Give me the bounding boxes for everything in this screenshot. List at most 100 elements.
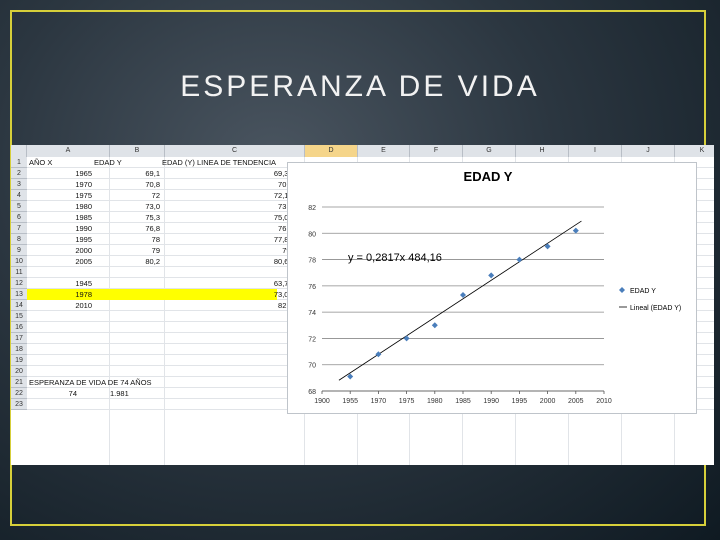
x-tick-label: 2005: [568, 398, 584, 405]
row-header-7[interactable]: 7: [11, 223, 27, 234]
legend-label-trend: Lineal (EDAD Y): [630, 305, 681, 312]
row-header-9[interactable]: 9: [11, 245, 27, 256]
cell-trend[interactable]: 77,8315: [165, 234, 301, 245]
note-text[interactable]: ESPERANZA DE VIDA DE 74 AÑOS: [29, 378, 152, 387]
header-age[interactable]: EDAD Y: [94, 158, 122, 167]
x-tick-label: 1995: [512, 398, 528, 405]
row-header-20[interactable]: 20: [11, 366, 27, 377]
data-point: [516, 256, 523, 263]
cell-trend[interactable]: 63,7465: [165, 278, 301, 289]
column-header-b[interactable]: B: [110, 145, 165, 157]
row-header-18[interactable]: 18: [11, 344, 27, 355]
cell-trend[interactable]: 73,606: [165, 201, 301, 212]
y-tick-label: 80: [308, 231, 316, 238]
cell-age[interactable]: 79: [151, 246, 160, 255]
row-header-23[interactable]: 23: [11, 399, 27, 410]
x-tick-label: 1990: [483, 398, 499, 405]
cell-trend[interactable]: 75,0145: [165, 212, 301, 223]
x-tick-label: 1970: [371, 398, 387, 405]
note-value-age[interactable]: 74: [68, 389, 77, 398]
data-point: [460, 292, 466, 299]
cell-age[interactable]: 76,8: [145, 224, 160, 233]
cell-year[interactable]: 1945: [75, 279, 92, 288]
x-tick-label: 1985: [455, 398, 471, 405]
cell-year[interactable]: 1978: [75, 290, 92, 299]
row-header-11[interactable]: 11: [11, 267, 27, 278]
cell-trend[interactable]: 82,057: [165, 300, 301, 311]
y-tick-label: 68: [308, 389, 316, 396]
data-point: [375, 351, 382, 358]
cell-year[interactable]: 2010: [75, 301, 92, 310]
data-point: [488, 272, 495, 279]
row-header-15[interactable]: 15: [11, 311, 27, 322]
cell-trend[interactable]: 69,3805: [165, 168, 301, 179]
row-header-4[interactable]: 4: [11, 190, 27, 201]
slide-title: ESPERANZA DE VIDA: [180, 70, 540, 103]
cell-year[interactable]: 1995: [75, 235, 92, 244]
cell-age[interactable]: 72: [151, 191, 160, 200]
data-point: [544, 243, 551, 250]
cell-trend[interactable]: 72,1975: [165, 190, 301, 201]
scatter-chart[interactable]: EDAD Y 68 70 72 74 76 78 80 82 1900 1955 1970 1975 19…: [287, 162, 697, 414]
cell-year[interactable]: 1990: [75, 224, 92, 233]
column-header-c[interactable]: C: [165, 145, 305, 157]
row-header-17[interactable]: 17: [11, 333, 27, 344]
header-year[interactable]: AÑO X: [29, 158, 53, 167]
row-header-16[interactable]: 16: [11, 322, 27, 333]
row-header-2[interactable]: 2: [11, 168, 27, 179]
cell-age[interactable]: 80,2: [145, 257, 160, 266]
cell-year[interactable]: 2005: [75, 257, 92, 266]
row-header-21[interactable]: 21: [11, 377, 27, 388]
note-value-year[interactable]: 1.981: [110, 389, 129, 398]
row-header-10[interactable]: 10: [11, 256, 27, 267]
row-header-13[interactable]: 13: [11, 289, 27, 300]
column-header-k[interactable]: K: [675, 145, 714, 157]
cell-year[interactable]: 1985: [75, 213, 92, 222]
row-header-19[interactable]: 19: [11, 355, 27, 366]
column-header-a[interactable]: A: [27, 145, 110, 157]
column-header-h[interactable]: H: [516, 145, 569, 157]
column-header-f[interactable]: F: [410, 145, 463, 157]
cell-trend[interactable]: 79,24: [165, 245, 301, 256]
highlighted-row[interactable]: [27, 289, 277, 300]
column-header-g[interactable]: G: [463, 145, 516, 157]
cell-age[interactable]: 69,1: [145, 169, 160, 178]
x-tick-label: 2000: [540, 398, 556, 405]
cell-year[interactable]: 1970: [75, 180, 92, 189]
header-trend[interactable]: EDAD (Y) LINEA DE TENDENCIA: [162, 158, 277, 167]
x-tick-label: 1980: [427, 398, 443, 405]
cell-year[interactable]: 1980: [75, 202, 92, 211]
x-tick-label: 1955: [342, 398, 358, 405]
row-header-6[interactable]: 6: [11, 212, 27, 223]
column-header-j[interactable]: J: [622, 145, 675, 157]
cell-trend[interactable]: 76,423: [165, 223, 301, 234]
cell-trend[interactable]: 73,0425: [165, 289, 301, 300]
data-point: [431, 322, 438, 329]
row-header-14[interactable]: 14: [11, 300, 27, 311]
column-gridline: [164, 157, 165, 465]
column-header-d[interactable]: D: [305, 145, 358, 157]
legend-marker-points: [619, 287, 625, 293]
row-header-8[interactable]: 8: [11, 234, 27, 245]
select-all-corner[interactable]: [11, 145, 27, 157]
cell-age[interactable]: 78: [151, 235, 160, 244]
cell-trend[interactable]: 80,6485: [165, 256, 301, 267]
row-header-12[interactable]: 12: [11, 278, 27, 289]
cell-year[interactable]: 1965: [75, 169, 92, 178]
cell-year[interactable]: 2000: [75, 246, 92, 255]
y-tick-label: 76: [308, 284, 316, 291]
column-header-i[interactable]: I: [569, 145, 622, 157]
data-point: [572, 227, 579, 234]
cell-trend[interactable]: 70,789: [165, 179, 301, 190]
row-header-5[interactable]: 5: [11, 201, 27, 212]
row-header-1[interactable]: 1: [11, 157, 27, 168]
cell-year[interactable]: 1975: [75, 191, 92, 200]
row-header-22[interactable]: 22: [11, 388, 27, 399]
chart-svg: EDAD Y 68 70 72 74 76 78 80 82 1900 1955 1970 1975 19…: [308, 169, 681, 405]
cell-age[interactable]: 73,0: [145, 202, 160, 211]
cell-age[interactable]: 70,8: [145, 180, 160, 189]
cell-age[interactable]: 75,3: [145, 213, 160, 222]
row-header-3[interactable]: 3: [11, 179, 27, 190]
column-header-e[interactable]: E: [358, 145, 410, 157]
